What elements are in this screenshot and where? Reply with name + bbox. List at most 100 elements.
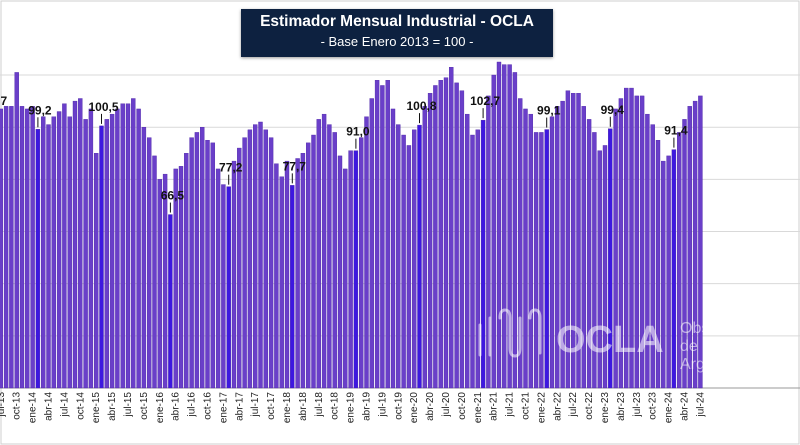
bar-2023-04 xyxy=(618,98,624,389)
bar-2014-05 xyxy=(51,116,56,389)
bar-2015-04 xyxy=(109,113,115,389)
bar-2023-01 xyxy=(602,145,608,389)
bar-2017-05 xyxy=(242,137,247,389)
watermark-line-2: de la Cadena Lá xyxy=(680,338,798,355)
bar-2024-05 xyxy=(687,106,692,389)
data-label-2016-03: 66,5 xyxy=(161,189,185,203)
watermark: OCLA Observatorio de la Cadena Lá Argent… xyxy=(478,308,798,373)
x-tick-label: abr-16 xyxy=(171,392,182,421)
bar-2024-07 xyxy=(698,95,703,389)
bar-2018-05 xyxy=(306,142,311,389)
x-tick-label: ene-23 xyxy=(600,392,611,424)
x-tick-label: jul-18 xyxy=(314,392,325,418)
bar-2023-02 xyxy=(608,128,613,389)
watermark-brand: OCLA xyxy=(556,319,664,361)
bar-2021-12 xyxy=(533,132,539,389)
bar-2016-06 xyxy=(184,153,189,389)
bar-2019-03 xyxy=(359,137,364,389)
x-tick-label: oct-14 xyxy=(75,392,86,420)
data-label-2013-05: 102,7 xyxy=(0,94,8,108)
bar-2016-12 xyxy=(215,168,221,389)
bar-2022-11 xyxy=(592,132,597,389)
bar-2016-02 xyxy=(162,173,168,389)
x-tick-label: oct-18 xyxy=(330,392,341,420)
bar-2019-09 xyxy=(390,108,396,389)
bar-2015-05 xyxy=(115,108,120,389)
bar-2021-06 xyxy=(502,64,507,389)
x-tick-label: abr-23 xyxy=(616,392,627,421)
bar-2022-03 xyxy=(549,116,555,389)
bar-2020-10 xyxy=(459,90,465,389)
bar-2015-08 xyxy=(131,98,136,389)
bar-2017-03 xyxy=(231,160,237,389)
x-tick-labels: abr-13jul-13oct-13ene-14abr-14jul-14oct-… xyxy=(0,392,706,424)
bar-2021-08 xyxy=(512,72,518,389)
bar-2022-02 xyxy=(544,129,549,389)
bar-2020-03 xyxy=(422,106,427,389)
chart-subtitle: - Base Enero 2013 = 100 - xyxy=(320,34,474,49)
bar-2024-02 xyxy=(671,149,677,389)
bar-2015-09 xyxy=(136,108,141,389)
bar-2022-12 xyxy=(597,150,602,389)
bar-2023-06 xyxy=(629,87,634,389)
bar-2022-06 xyxy=(565,90,571,389)
bar-2021-02 xyxy=(480,119,486,389)
bar-2021-05 xyxy=(496,61,502,389)
bar-2014-03 xyxy=(41,116,46,389)
bar-2023-03 xyxy=(613,108,618,389)
bar-2014-10 xyxy=(78,98,83,389)
bar-2023-09 xyxy=(645,113,650,389)
bar-2017-09 xyxy=(263,129,268,389)
bar-2017-11 xyxy=(274,163,279,389)
bar-2023-10 xyxy=(650,124,655,389)
x-tick-label: jul-19 xyxy=(377,392,388,418)
data-label-2017-02: 77,2 xyxy=(219,161,243,175)
bar-2024-04 xyxy=(682,119,687,389)
x-tick-label: ene-20 xyxy=(409,392,420,424)
bar-2016-03 xyxy=(168,214,173,389)
bar-2020-02 xyxy=(417,124,422,389)
bar-2016-07 xyxy=(189,137,194,389)
bar-2017-04 xyxy=(237,147,242,389)
bar-2019-06 xyxy=(374,80,380,389)
x-tick-label: abr-24 xyxy=(680,392,691,421)
bar-2021-07 xyxy=(507,64,512,389)
bar-2019-01 xyxy=(348,150,353,389)
x-tick-label: jul-24 xyxy=(695,392,706,418)
bar-2022-07 xyxy=(571,93,576,389)
bar-2017-01 xyxy=(221,184,226,389)
x-tick-label: ene-19 xyxy=(346,392,357,424)
bar-2018-06 xyxy=(311,134,316,389)
bar-2014-06 xyxy=(56,111,62,389)
x-tick-label: ene-22 xyxy=(536,392,547,424)
x-tick-label: ene-21 xyxy=(473,392,484,424)
bar-2023-05 xyxy=(624,87,629,389)
bar-2017-02 xyxy=(226,186,231,389)
bar-2015-01 xyxy=(93,153,99,389)
chart-title-box: Estimador Mensual Industrial - OCLA - Ba… xyxy=(241,9,553,57)
bar-2014-01 xyxy=(30,106,35,389)
bar-2015-06 xyxy=(120,103,125,389)
bar-2022-10 xyxy=(586,119,592,389)
bar-2019-07 xyxy=(380,85,385,389)
ocla-logo-icon xyxy=(478,308,542,358)
bar-2016-11 xyxy=(210,142,216,389)
bar-2014-07 xyxy=(62,103,67,389)
bars xyxy=(0,61,703,389)
bar-2018-01 xyxy=(284,160,290,389)
data-label-2019-02: 91,0 xyxy=(346,125,370,139)
bar-2021-11 xyxy=(528,113,533,389)
bar-2019-10 xyxy=(396,124,401,389)
bar-2015-03 xyxy=(104,119,110,389)
bar-2022-08 xyxy=(576,93,581,389)
x-tick-label: jul-22 xyxy=(568,392,579,418)
x-tick-label: jul-23 xyxy=(632,392,643,418)
bar-2015-07 xyxy=(125,103,131,389)
bar-2016-05 xyxy=(178,166,184,389)
watermark-line-1: Observatorio xyxy=(680,320,772,337)
bar-2013-11 xyxy=(19,106,25,389)
x-tick-label: abr-20 xyxy=(425,392,436,421)
x-tick-label: oct-21 xyxy=(521,392,532,420)
x-tick-label: jul-17 xyxy=(250,392,261,418)
